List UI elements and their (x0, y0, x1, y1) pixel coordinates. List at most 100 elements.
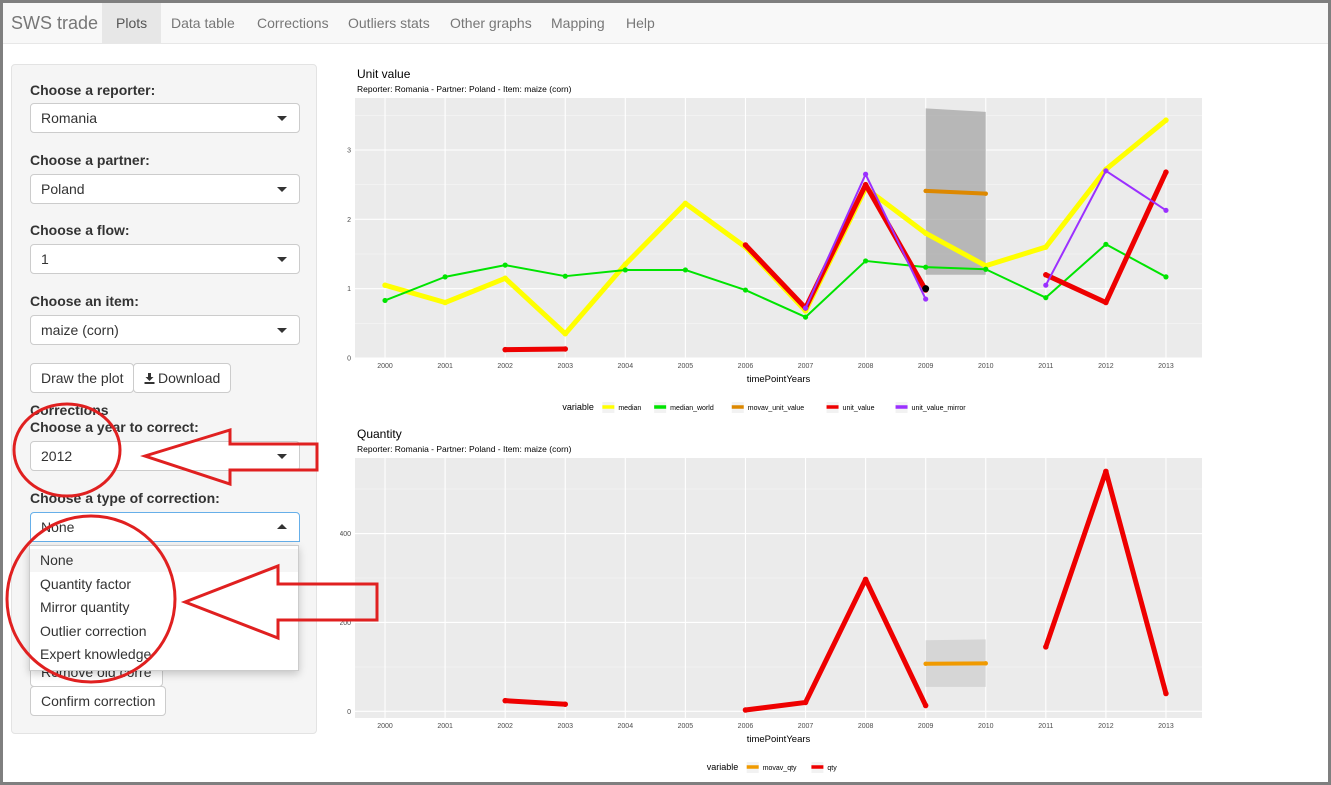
chart1-series-unit-value-mirror-point (863, 171, 869, 177)
item-label: Choose an item: (30, 293, 139, 309)
chart1-series-median-world-point (682, 267, 688, 273)
chart1-series-unit-value-mirror-point (923, 296, 929, 302)
chart1-series-median-world-point (502, 262, 508, 268)
chart2-x-axis-title: timePointYears (747, 734, 811, 745)
chart1-series-median-world-point (983, 266, 989, 272)
tab-other-graphs[interactable]: Other graphs (450, 15, 532, 31)
tab-mapping[interactable]: Mapping (551, 15, 605, 31)
tab-outliers-stats[interactable]: Outliers stats (348, 15, 430, 31)
corrections-heading: Corrections (30, 402, 109, 418)
chart1-x-tick-label: 2007 (798, 363, 814, 370)
chart2-series-qty-line (742, 576, 929, 713)
tab-corrections[interactable]: Corrections (257, 15, 329, 31)
chart1-x-tick-label: 2010 (978, 363, 994, 370)
chart1-series-median-world-point (442, 274, 448, 280)
chart2-legend-label: movav_qty (763, 765, 797, 772)
chart2-legend-label: qty (827, 765, 837, 772)
chart1-series-median-world-point (382, 297, 388, 304)
chart2-series-qty-point (802, 699, 809, 706)
flow-label: Choose a flow: (30, 222, 130, 238)
chart2-legend-title: variable (707, 762, 739, 772)
chart2-series-qty-point (742, 707, 749, 713)
chart2-series-qty-point (1163, 690, 1169, 697)
tab-data-table[interactable]: Data table (171, 15, 235, 31)
chart1-title: Unit value (357, 67, 411, 81)
chart1-subtitle: Reporter: Romania - Partner: Poland - It… (357, 84, 572, 94)
option-quantity-factor[interactable]: Quantity factor (40, 576, 132, 592)
chart1-series-unit-value-mirror-point (802, 305, 809, 311)
chart1-series-median-point (1043, 244, 1049, 250)
chart1-series-median-world-point (1043, 295, 1049, 301)
item-select-value: maize (corn) (41, 322, 119, 338)
chart1-legend-label: median (618, 405, 641, 412)
reporter-select-value: Romania (41, 110, 98, 126)
tab-plots[interactable]: Plots (102, 3, 162, 44)
chart1-x-tick-label: 2001 (437, 363, 453, 370)
chart1-series-median-point (922, 230, 929, 236)
chart2-series-qty-line (502, 698, 568, 707)
chart1-legend-label: unit_value (843, 405, 875, 412)
chart1-x-axis-title: timePointYears (747, 374, 811, 385)
chart2-x-tick-label: 2008 (858, 723, 874, 730)
chart2-x-tick-label: 2005 (678, 723, 694, 730)
chart2-x-tick-label: 2004 (618, 723, 634, 730)
chart1-series-median-point (562, 330, 568, 337)
option-expert-knowledge[interactable]: Expert knowledge (40, 646, 152, 662)
chart2-x-tick-label: 2011 (1038, 723, 1053, 730)
chart1-series-unit-value-mirror-point (1163, 207, 1169, 213)
chart1-x-tick-label: 2000 (377, 363, 393, 370)
chart1-y-tick-label: 0 (347, 356, 351, 363)
partner-label: Choose a partner: (30, 152, 150, 168)
app-brand[interactable]: SWS trade (11, 13, 99, 33)
chart1-series-unit-value-mirror-point (1043, 282, 1049, 288)
option-none[interactable]: None (30, 549, 298, 572)
chart2-y-tick-label: 200 (340, 620, 351, 627)
chart1-legend-label: unit_value_mirror (912, 405, 967, 412)
chart1-series-median-point (382, 282, 388, 288)
chart1-series-unit-value-point (862, 181, 869, 188)
option-outlier-correction[interactable]: Outlier correction (40, 623, 147, 639)
chart1-x-tick-label: 2004 (618, 363, 634, 370)
download-button[interactable]: Download (133, 363, 232, 393)
chart1-series-movav-unit-value-point (923, 188, 928, 194)
tab-help[interactable]: Help (626, 15, 655, 31)
chart1-series-median-point (1163, 117, 1169, 123)
download-button-label: Download (158, 370, 221, 386)
chart2-series-qty-point (1043, 644, 1049, 650)
chart1-x-tick-label: 2006 (738, 363, 754, 370)
flow-select[interactable]: 1 (30, 244, 300, 274)
chart1-series-median-world-point (802, 314, 809, 320)
flow-select-value: 1 (41, 251, 49, 267)
draw-plot-button[interactable]: Draw the plot (30, 363, 135, 393)
caret-down-icon (277, 454, 287, 459)
chart2-series-qty-point (1103, 468, 1109, 475)
download-icon (144, 373, 155, 384)
partner-select[interactable]: Poland (30, 174, 300, 204)
reporter-select[interactable]: Romania (30, 103, 300, 133)
chart1-series-movav-unit-value-point (983, 191, 988, 196)
year-select[interactable]: 2012 (30, 441, 300, 471)
chart1-series-median-point (682, 200, 689, 207)
chart1-series-median-world-point (742, 287, 749, 293)
chart1-x-tick-label: 2011 (1038, 363, 1053, 370)
partner-select-value: Poland (41, 181, 85, 197)
confirm-correction-button[interactable]: Confirm correction (30, 686, 167, 716)
type-label: Choose a type of correction: (30, 490, 220, 506)
item-select[interactable]: maize (corn) (30, 315, 300, 345)
chart2-x-tick-label: 2003 (557, 723, 573, 730)
chart2-x-tick-label: 2000 (377, 723, 393, 730)
chart1-series-median-world-point (923, 264, 929, 270)
chart2-x-tick-label: 2009 (918, 723, 934, 730)
chart2-x-tick-label: 2001 (437, 723, 453, 730)
correction-type-select[interactable]: None (30, 512, 300, 542)
caret-down-icon (277, 187, 287, 192)
chart1-y-tick-label: 2 (347, 217, 351, 224)
caret-down-icon (277, 328, 287, 333)
chart1-series-movav-unit-value-line (923, 188, 988, 196)
chart1-series-median-world-point (622, 267, 628, 273)
correction-type-select-value: None (41, 519, 75, 535)
option-mirror-quantity[interactable]: Mirror quantity (40, 599, 130, 615)
caret-down-icon (277, 257, 287, 262)
chart2-x-tick-label: 2002 (497, 723, 513, 730)
chart2-title: Quantity (357, 427, 402, 441)
